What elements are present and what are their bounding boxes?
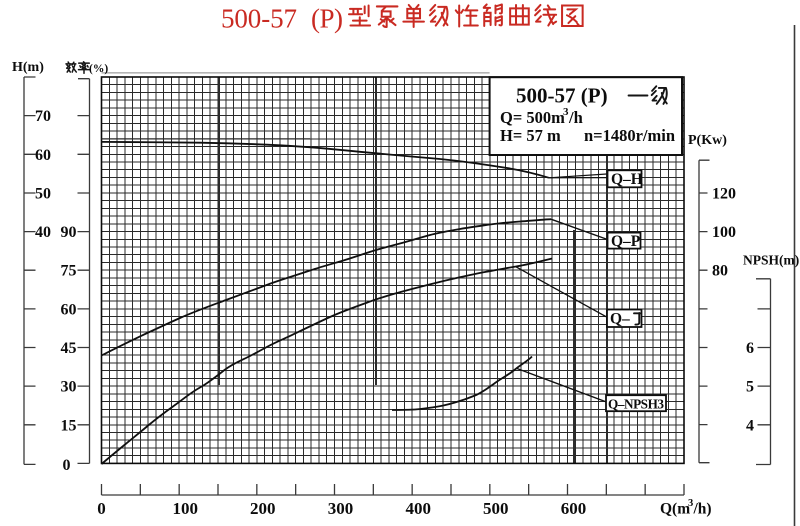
svg-text:200: 200 (250, 499, 276, 518)
svg-text:Q–NPSH3: Q–NPSH3 (608, 397, 664, 412)
svg-text:500-57: 500-57 (221, 4, 297, 34)
svg-text:0: 0 (97, 499, 106, 518)
svg-text:120: 120 (712, 186, 736, 203)
svg-text:60: 60 (35, 147, 51, 164)
svg-text:80: 80 (712, 263, 728, 280)
svg-text:400: 400 (405, 499, 431, 518)
svg-text:0: 0 (63, 457, 71, 474)
svg-text:50: 50 (35, 186, 51, 203)
svg-text:90: 90 (61, 224, 77, 241)
svg-text:600: 600 (561, 499, 587, 518)
svg-text:3: 3 (688, 498, 693, 509)
svg-text:100: 100 (712, 224, 736, 241)
svg-text:500: 500 (483, 499, 509, 518)
svg-text:30: 30 (61, 379, 77, 396)
svg-text:(P): (P) (311, 4, 343, 34)
svg-text:H= 57 m: H= 57 m (500, 126, 561, 145)
svg-text:NPSH(m): NPSH(m) (743, 253, 799, 268)
svg-text:/h: /h (568, 108, 583, 127)
svg-text:6: 6 (746, 340, 754, 357)
svg-text:Q= 500m: Q= 500m (500, 108, 565, 127)
svg-text:H(m): H(m) (12, 60, 44, 75)
svg-text:40: 40 (35, 224, 51, 241)
svg-text:45: 45 (61, 340, 77, 357)
svg-text:70: 70 (35, 108, 51, 125)
svg-text:4: 4 (746, 417, 754, 434)
svg-text:500-57 (P): 500-57 (P) (516, 84, 608, 108)
svg-text:60: 60 (61, 301, 77, 318)
svg-text:15: 15 (61, 417, 77, 434)
svg-text:100: 100 (172, 499, 198, 518)
svg-text:5: 5 (746, 379, 754, 396)
svg-text:300: 300 (328, 499, 354, 518)
svg-text:(%): (%) (89, 63, 108, 75)
svg-text:n=1480r/min: n=1480r/min (584, 126, 675, 145)
svg-text:Q–H: Q–H (611, 171, 643, 188)
svg-text:Q–: Q– (610, 311, 630, 328)
svg-text:75: 75 (61, 263, 77, 280)
svg-text:/h): /h) (693, 501, 712, 518)
svg-text:Q(m: Q(m (660, 501, 690, 518)
svg-text:P(Kw): P(Kw) (688, 133, 727, 148)
svg-text:3: 3 (563, 106, 569, 118)
svg-text:Q–P: Q–P (611, 233, 641, 250)
